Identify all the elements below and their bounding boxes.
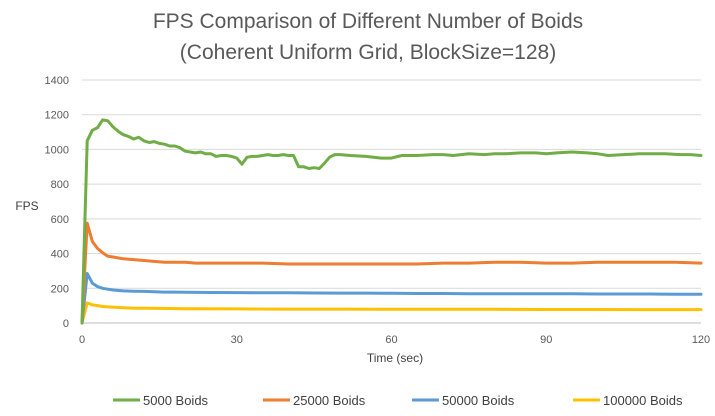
legend-label-25000-boids: 25000 Boids bbox=[293, 393, 366, 408]
y-axis-ticks: 0 200 400 600 800 1000 1200 1400 bbox=[45, 75, 69, 330]
legend-label-50000-boids: 50000 Boids bbox=[442, 393, 515, 408]
series-line-100000-boids bbox=[80, 301, 703, 325]
y-tick-label: 800 bbox=[51, 179, 69, 191]
x-tick-label: 120 bbox=[692, 334, 710, 346]
y-tick-label: 1200 bbox=[45, 110, 69, 122]
y-tick-label: 1400 bbox=[45, 75, 69, 87]
series-line-50000-boids bbox=[80, 272, 703, 325]
chart-title-line-1: FPS Comparison of Different Number of Bo… bbox=[153, 10, 583, 33]
series-line-25000-boids bbox=[80, 221, 703, 325]
x-axis-ticks: 0 30 60 90 120 bbox=[79, 334, 710, 346]
legend-label-100000-boids: 100000 Boids bbox=[603, 393, 683, 408]
y-tick-label: 400 bbox=[51, 249, 69, 261]
y-tick-label: 200 bbox=[51, 283, 69, 295]
chart-title-line-2: (Coherent Uniform Grid, BlockSize=128) bbox=[180, 41, 556, 64]
series-line-5000-boids bbox=[80, 118, 703, 325]
y-axis-label: FPS bbox=[15, 199, 38, 213]
y-tick-label: 1000 bbox=[45, 144, 69, 156]
series-lines bbox=[80, 118, 703, 325]
x-tick-label: 0 bbox=[79, 334, 85, 346]
x-axis-label: Time (sec) bbox=[367, 351, 423, 365]
legend-label-5000-boids: 5000 Boids bbox=[143, 393, 209, 408]
y-tick-label: 0 bbox=[63, 318, 69, 330]
x-tick-label: 90 bbox=[540, 334, 552, 346]
gridlines bbox=[82, 79, 701, 289]
chart-title: FPS Comparison of Different Number of Bo… bbox=[153, 10, 583, 64]
x-tick-label: 60 bbox=[385, 334, 397, 346]
x-tick-label: 30 bbox=[231, 334, 243, 346]
y-tick-label: 600 bbox=[51, 214, 69, 226]
legend: 5000 Boids 25000 Boids 50000 Boids 100000 B… bbox=[113, 393, 683, 408]
